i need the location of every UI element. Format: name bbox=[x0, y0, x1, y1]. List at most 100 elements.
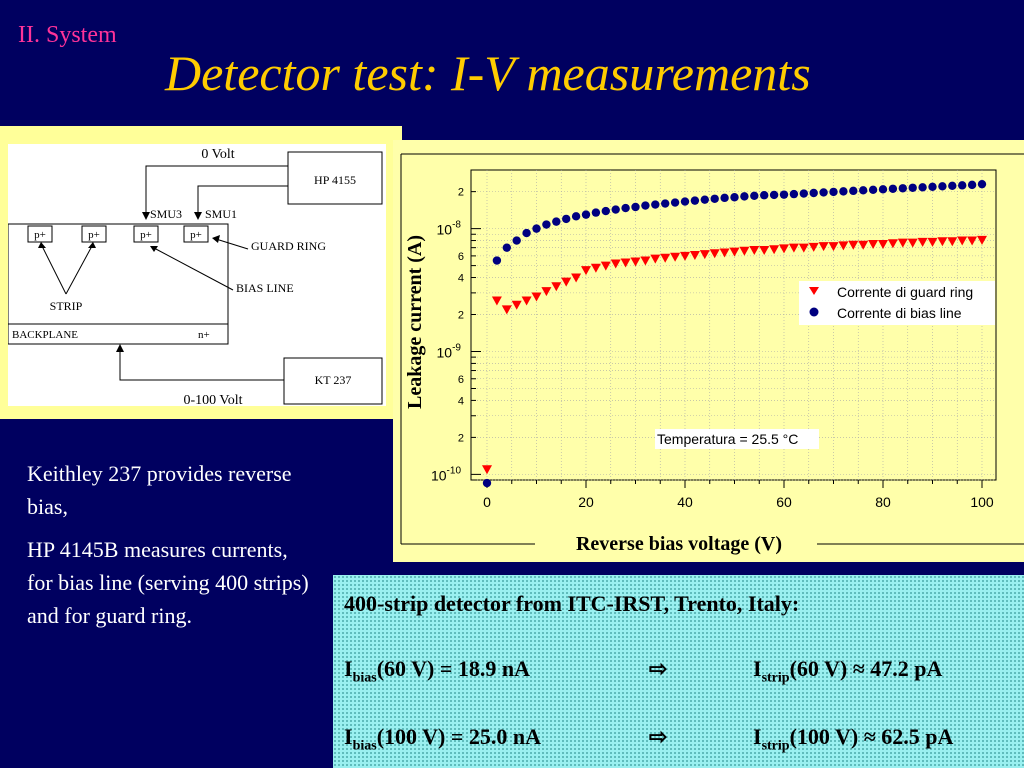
guard-ring-point bbox=[670, 252, 681, 262]
strip-2-label: p+ bbox=[88, 229, 100, 241]
guard-ring-point bbox=[531, 292, 542, 302]
guard-ring-point bbox=[838, 241, 849, 251]
strip-3 bbox=[133, 225, 159, 243]
x-tick-label: 20 bbox=[578, 494, 594, 510]
bias-line-point bbox=[730, 193, 739, 202]
bias-line-point bbox=[492, 256, 502, 265]
y-minor-tick-label: 2 bbox=[458, 432, 464, 444]
x-tick-label: 0 bbox=[483, 494, 491, 510]
kt237-box bbox=[283, 357, 383, 405]
results-box: 400-strip detector from ITC-IRST, Trento… bbox=[333, 575, 1024, 768]
legend-label-guard-ring: Corrente di guard ring bbox=[837, 284, 973, 300]
guard-ring-point bbox=[660, 253, 671, 263]
bias-line-point bbox=[789, 189, 799, 199]
y-minor-tick-label: 6 bbox=[458, 251, 464, 263]
bias-line-point bbox=[661, 199, 670, 208]
guard-ring-point bbox=[482, 465, 492, 475]
guard-ring-point bbox=[491, 296, 502, 306]
bias-line-point bbox=[611, 205, 620, 214]
bias-line-point bbox=[898, 184, 907, 193]
description-paragraph-1: Keithley 237 provides reverse bias, bbox=[27, 461, 292, 519]
guard-ring-point bbox=[947, 237, 958, 247]
bias-line-point bbox=[700, 195, 709, 204]
bias-line-point bbox=[542, 220, 551, 229]
legend-marker-bias-line bbox=[809, 307, 819, 317]
guard-ring-point bbox=[739, 246, 750, 256]
top-voltage-label: 0 Volt bbox=[201, 147, 234, 162]
bias-line-point bbox=[938, 182, 947, 191]
guard-ring-point bbox=[640, 256, 651, 266]
strip-4-label: p+ bbox=[190, 229, 202, 241]
bias-line-point bbox=[601, 206, 610, 216]
bottom-voltage-label: 0-100 Volt bbox=[184, 393, 243, 406]
n-plus-label: n+ bbox=[198, 329, 210, 341]
guard-ring-point bbox=[887, 239, 898, 249]
strip-60v-value: Istrip(60 V) ≈ 47.2 pA bbox=[753, 656, 943, 686]
bias-line-point bbox=[760, 191, 769, 200]
guard-ring-point bbox=[927, 237, 938, 247]
page-title: Detector test: I-V measurements bbox=[165, 45, 811, 101]
bias-line-point bbox=[690, 196, 700, 205]
smu3-label: SMU3 bbox=[150, 207, 182, 221]
arrow-icon: ⇨ bbox=[649, 724, 668, 749]
guard-ring-point bbox=[699, 250, 710, 260]
bias-line-point bbox=[839, 187, 848, 196]
bias-line-point bbox=[868, 185, 878, 195]
strip-4 bbox=[183, 225, 209, 243]
guard-ring-point bbox=[828, 242, 839, 252]
smu3-wire bbox=[145, 165, 288, 218]
bias-line-point bbox=[631, 202, 640, 212]
bias-line-point bbox=[621, 203, 630, 213]
setup-diagram-svg: HP 4155 0 Volt SMU3 SMU1 p+ p+ p+ p+ STR… bbox=[8, 144, 386, 406]
legend-label-bias-line: Corrente di bias line bbox=[837, 305, 962, 321]
y-minor-tick-label: 6 bbox=[458, 374, 464, 386]
hp4155-box bbox=[287, 151, 383, 205]
guard-ring-point bbox=[729, 247, 740, 257]
detector-body bbox=[8, 223, 229, 345]
y-tick-label: 10-10 bbox=[431, 465, 461, 483]
bias-line-point bbox=[967, 180, 977, 190]
legend-box bbox=[799, 281, 995, 325]
strip-2 bbox=[81, 225, 107, 243]
guard-ring-point bbox=[749, 245, 760, 255]
bias-line-point bbox=[779, 190, 789, 199]
strip-label: STRIP bbox=[50, 299, 83, 313]
guard-ring-point bbox=[917, 237, 928, 247]
guard-ring-point bbox=[878, 239, 888, 249]
description-paragraph-2: HP 4145B measures currents, for bias lin… bbox=[27, 537, 309, 628]
guard-ring-point bbox=[897, 238, 908, 248]
guard-ring-point bbox=[719, 248, 730, 258]
guard-ring-point bbox=[521, 296, 532, 306]
y-minor-tick-label: 2 bbox=[458, 187, 464, 199]
bias-line-point bbox=[918, 183, 927, 192]
y-axis-label: Leakage current (A) bbox=[404, 235, 426, 409]
hp4155-label: HP 4155 bbox=[314, 173, 356, 187]
bias-line-point bbox=[522, 228, 531, 238]
guard-ring-point bbox=[620, 258, 631, 268]
bias-line-point bbox=[532, 224, 541, 233]
iv-chart-panel: 0 20 40 60 80 100 10-10 10-9 10-8 2 4 6 2 4 6 2 Corrent… bbox=[393, 140, 1024, 562]
x-tick-label: 40 bbox=[677, 494, 693, 510]
guard-ring-point bbox=[511, 300, 522, 310]
guard-ring-point bbox=[680, 251, 690, 261]
guard-ring-point bbox=[581, 266, 591, 276]
guard-ring-point bbox=[868, 239, 879, 249]
guard-ring-point bbox=[600, 261, 611, 271]
bias-line-point bbox=[641, 201, 650, 210]
guard-ring-point bbox=[808, 242, 819, 252]
strip-1 bbox=[27, 225, 53, 243]
guard-ring-point bbox=[630, 257, 641, 267]
bias-line-point bbox=[512, 236, 521, 245]
bias-line-point bbox=[849, 186, 858, 196]
bias-line-point bbox=[908, 183, 917, 192]
guard-ring-point bbox=[967, 236, 978, 246]
guard-ring-point bbox=[788, 243, 799, 253]
bias-line-point bbox=[720, 193, 729, 203]
bias-line-point bbox=[740, 192, 749, 201]
guard-ring-point bbox=[858, 240, 869, 250]
guard-ring-point bbox=[937, 237, 948, 247]
bias-60v-value: Ibias(60 V) = 18.9 nA bbox=[344, 656, 530, 686]
guard-ring-point bbox=[689, 251, 700, 261]
guard-ring-point bbox=[501, 305, 512, 315]
section-label: II. System bbox=[18, 22, 117, 48]
